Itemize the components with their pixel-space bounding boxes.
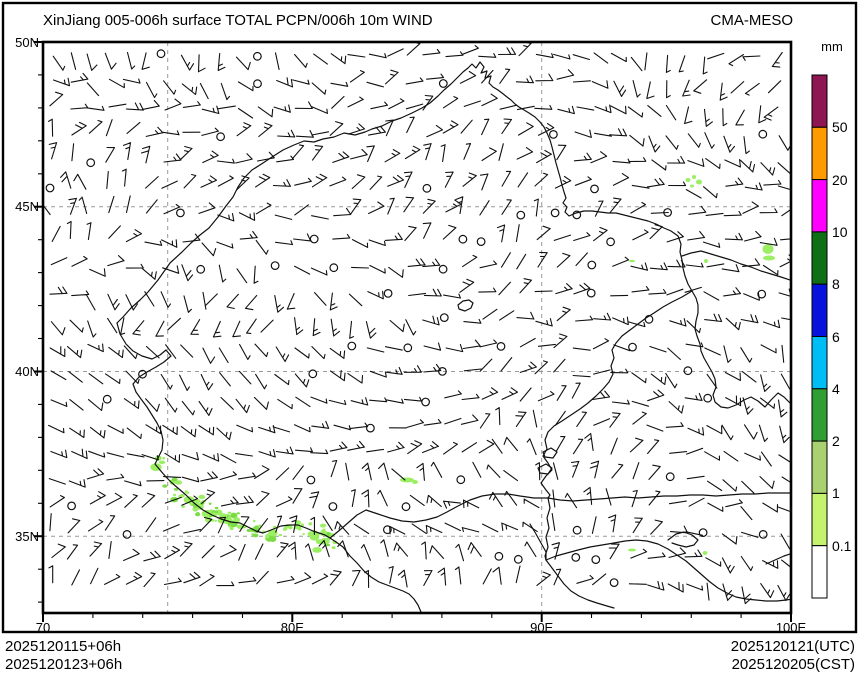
y-axis-tick-label: 45N [15,199,39,215]
colorbar-cell [811,74,828,128]
province-borders-layer [116,61,790,612]
colorbar-threshold-label: 6 [832,328,840,345]
x-axis-tick-label: 100E [775,620,807,635]
colorbar-threshold-label: 20 [832,171,848,188]
colorbar-threshold-label: 10 [832,223,848,240]
outer-border [1,1,858,634]
x-axis-tick-label: 90E [530,620,554,635]
border-curve-upper-wiggle [667,531,699,548]
plot-frame [41,40,793,615]
border-west-border [116,322,331,539]
wind-barbs-layer [44,43,790,605]
x-axis-tick-label: 70 [35,620,51,635]
colorbar-threshold-label: 0.1 [832,537,852,554]
colorbar [811,74,828,599]
axis-ticks [34,41,792,622]
colorbar-cell [811,492,828,547]
border-southwest-descent [529,523,615,609]
border-small-lake [457,299,474,312]
colorbar-cell [811,336,828,390]
colorbar-cell [811,283,828,338]
colorbar-threshold-label: 2 [832,433,840,450]
init-time-utc-label: 2025120115+06h [5,638,122,655]
colorbar-threshold-label: 4 [832,380,840,397]
border-qinghai-east [547,492,790,502]
graticule-layer [44,43,790,612]
valid-time-cst-label: 2025120205(CST) [731,656,855,673]
border-kashmir-descent [329,537,422,612]
y-axis-tick-label: 40N [15,363,39,379]
colorbar-threshold-label: 8 [832,276,840,293]
border-gansu-inner [540,290,693,499]
calm-wind-circles [45,49,768,587]
colorbar-cell [811,179,828,233]
border-mongolia-branch [681,250,790,281]
y-axis-tick-label: 50N [15,34,39,50]
colorbar-threshold-label: 1 [832,485,840,502]
colorbar-units-label: mm [821,39,843,54]
model-name-label: CMA-MESO [710,12,794,29]
figure-title: XinJiang 005-006h surface TOTAL PCPN/006… [43,12,433,29]
colorbar-cell [811,545,828,599]
colorbar-cell [811,440,828,494]
x-axis-tick-label: 80E [280,620,304,635]
colorbar-cell [811,126,828,181]
y-axis-tick-label: 35N [15,528,39,544]
border-right-notch [765,553,790,565]
border-south-big-curve [545,539,790,602]
colorbar-threshold-label: 50 [832,119,848,136]
valid-time-utc-label: 2025120121(UTC) [730,638,855,655]
border-tibet-west [329,493,549,539]
colorbar-cell [811,231,828,285]
init-time-cst-label: 2025120123+06h [5,656,123,673]
border-north-border [116,61,790,409]
precipitation-layer [150,175,775,555]
border-loop-1 [542,447,558,459]
colorbar-cell [811,388,828,442]
